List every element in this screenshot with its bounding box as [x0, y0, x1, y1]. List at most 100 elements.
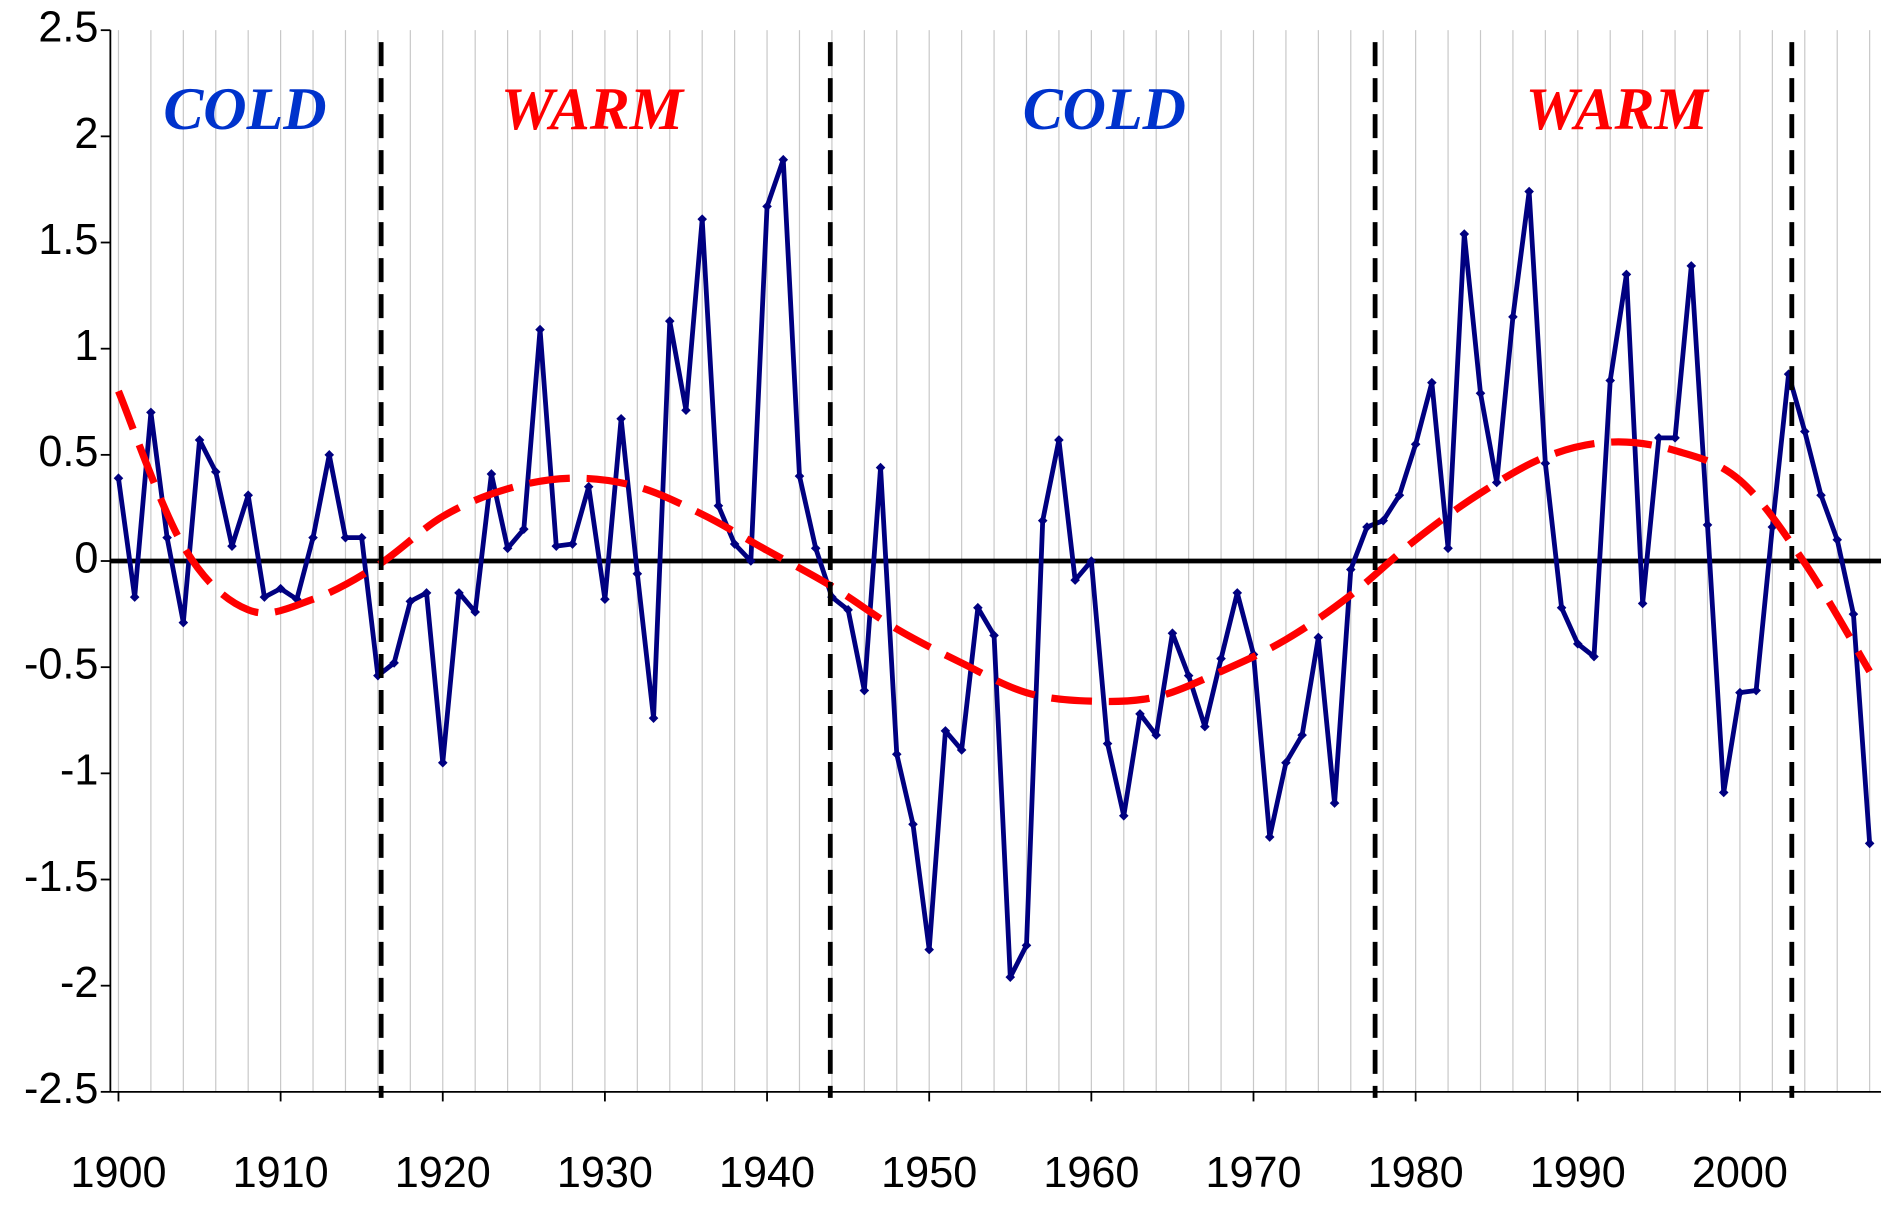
marker [324, 450, 335, 460]
y-tick-label: -0.5 [24, 641, 98, 689]
marker [1135, 709, 1145, 719]
x-tick-label: 1970 [1205, 1149, 1301, 1197]
marker [454, 588, 464, 598]
x-tick-label: 1980 [1368, 1149, 1464, 1197]
marker [178, 617, 189, 628]
marker [1021, 940, 1032, 951]
marker [924, 944, 935, 955]
marker [1102, 738, 1113, 749]
marker [583, 481, 594, 492]
marker [1118, 811, 1129, 821]
marker [470, 607, 480, 617]
x-tick-label: 1960 [1043, 1149, 1139, 1197]
marker [1864, 838, 1875, 849]
marker [340, 532, 351, 543]
x-tick-label: 1900 [70, 1149, 166, 1197]
marker [1654, 433, 1664, 443]
marker [1232, 588, 1243, 598]
marker [1621, 269, 1632, 280]
marker [535, 324, 545, 335]
marker [567, 539, 578, 549]
marker [1491, 477, 1502, 488]
marker [1070, 575, 1080, 585]
annotation: COLD [1023, 76, 1186, 142]
marker [113, 473, 124, 484]
marker [1751, 685, 1761, 696]
marker [1329, 798, 1340, 808]
marker [843, 605, 853, 615]
y-tick-label: -2.5 [24, 1065, 98, 1113]
marker [973, 602, 983, 613]
marker [600, 594, 610, 605]
marker [729, 539, 740, 549]
marker [1183, 670, 1194, 681]
marker [1459, 229, 1470, 239]
x-tick-label: 1910 [233, 1149, 329, 1197]
marker [421, 588, 432, 598]
marker [859, 685, 870, 696]
y-tick-label: -1.5 [24, 853, 98, 901]
marker [1264, 832, 1275, 842]
y-tick-label: 1.5 [38, 216, 98, 264]
marker [1605, 375, 1616, 386]
marker [243, 490, 253, 500]
y-tick-label: 0 [74, 534, 98, 582]
annotation: WARM [1526, 76, 1710, 142]
marker [632, 568, 643, 579]
marker [681, 405, 691, 416]
marker [875, 462, 886, 473]
y-tick-label: 1 [74, 322, 98, 370]
marker [275, 583, 286, 594]
marker [762, 201, 772, 212]
marker [1556, 602, 1567, 613]
marker [1151, 730, 1162, 740]
marker [1589, 651, 1599, 662]
marker [1572, 639, 1583, 649]
x-tick-label: 1950 [881, 1149, 977, 1197]
marker [356, 532, 367, 543]
marker [1670, 433, 1680, 443]
marker [1005, 972, 1016, 982]
x-tick-label: 2000 [1692, 1149, 1788, 1197]
marker [1718, 787, 1729, 798]
y-tick-label: -2 [60, 959, 98, 1007]
marker [194, 435, 205, 445]
marker [1475, 388, 1486, 399]
marker [1037, 515, 1048, 526]
marker [308, 532, 318, 543]
marker [664, 316, 675, 326]
x-tick-label: 1920 [395, 1149, 491, 1197]
marker [956, 745, 967, 755]
marker [519, 524, 529, 534]
y-tick-label: -1 [60, 747, 98, 795]
marker [1313, 632, 1324, 643]
marker [778, 154, 789, 165]
marker [146, 407, 156, 418]
marker [210, 467, 221, 477]
marker [486, 469, 497, 479]
y-tick-label: 2.5 [38, 4, 98, 52]
marker [1735, 687, 1745, 698]
marker [891, 749, 902, 760]
marker [697, 214, 707, 224]
marker [1637, 598, 1648, 609]
marker [1167, 628, 1178, 639]
marker [551, 541, 562, 551]
marker [1086, 556, 1097, 566]
annotation: WARM [501, 76, 685, 142]
marker [1540, 458, 1551, 469]
marker [1443, 543, 1453, 554]
marker [940, 726, 951, 736]
marker [162, 532, 172, 543]
annotation: COLD [163, 76, 326, 142]
marker [794, 471, 805, 481]
marker [648, 713, 659, 723]
x-tick-label: 1930 [557, 1149, 653, 1197]
marker [616, 413, 626, 424]
marker [1524, 186, 1534, 197]
marker [908, 819, 918, 830]
marker [1200, 721, 1210, 732]
marker [1686, 261, 1697, 271]
marker [129, 592, 140, 602]
